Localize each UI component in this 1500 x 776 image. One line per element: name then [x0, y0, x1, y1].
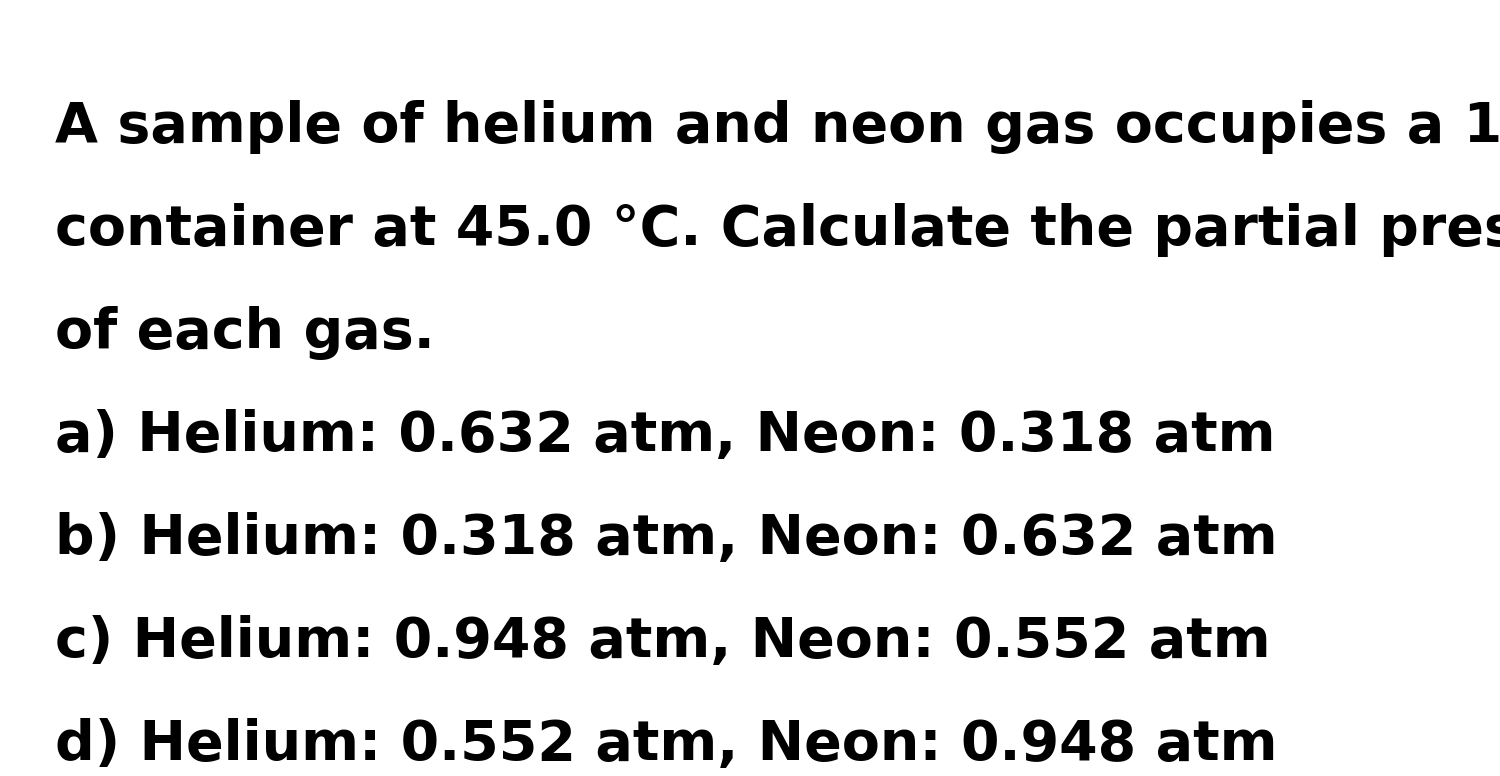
Text: A sample of helium and neon gas occupies a 1.50 L: A sample of helium and neon gas occupies…	[56, 100, 1500, 154]
Text: container at 45.0 °C. Calculate the partial pressure: container at 45.0 °C. Calculate the part…	[56, 203, 1500, 257]
Text: of each gas.: of each gas.	[56, 306, 435, 360]
Text: d) Helium: 0.552 atm, Neon: 0.948 atm: d) Helium: 0.552 atm, Neon: 0.948 atm	[56, 718, 1278, 772]
Text: a) Helium: 0.632 atm, Neon: 0.318 atm: a) Helium: 0.632 atm, Neon: 0.318 atm	[56, 409, 1275, 463]
Text: c) Helium: 0.948 atm, Neon: 0.552 atm: c) Helium: 0.948 atm, Neon: 0.552 atm	[56, 615, 1270, 669]
Text: b) Helium: 0.318 atm, Neon: 0.632 atm: b) Helium: 0.318 atm, Neon: 0.632 atm	[56, 512, 1278, 566]
